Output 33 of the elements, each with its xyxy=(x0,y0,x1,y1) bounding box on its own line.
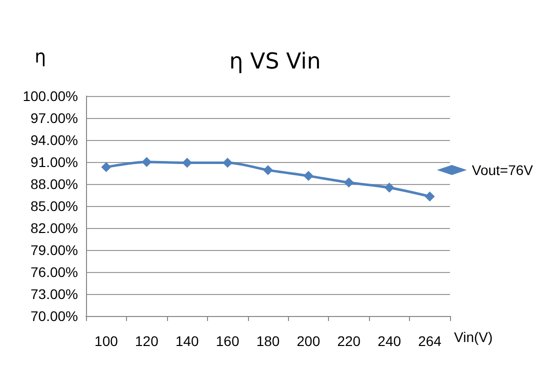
point xyxy=(344,178,354,188)
x-tick-label: 140 xyxy=(175,333,200,349)
point xyxy=(424,191,435,202)
y-tick-label: 76.00% xyxy=(30,264,78,280)
point xyxy=(182,158,192,168)
y-tick-label: 94.00% xyxy=(30,132,78,148)
x-tick-label: 264 xyxy=(418,333,442,349)
point xyxy=(303,170,314,181)
chart-title: η VS Vin xyxy=(229,50,321,74)
y-tick-label: 88.00% xyxy=(30,176,78,192)
x-tick-label: 200 xyxy=(296,333,320,349)
y-tick-label: 82.00% xyxy=(30,220,78,236)
point xyxy=(263,165,273,176)
x-tick-label: 220 xyxy=(337,333,361,349)
point xyxy=(142,157,152,167)
y-tick-label: 97.00% xyxy=(30,110,78,126)
y-tick-label: 73.00% xyxy=(30,286,78,302)
y-tick-label: 85.00% xyxy=(30,198,78,214)
y-tick-label: 70.00% xyxy=(30,308,78,324)
x-tick-label: 160 xyxy=(216,333,240,349)
y-tick-label: 91.00% xyxy=(30,154,78,170)
x-axis-title: Vin(V) xyxy=(454,329,493,345)
point xyxy=(101,162,112,172)
point xyxy=(222,158,233,168)
point xyxy=(384,182,394,193)
x-tick-label: 240 xyxy=(378,333,402,349)
x-tick-label: 120 xyxy=(134,333,159,349)
y-axis-title: η xyxy=(34,46,46,68)
y-tick-label: 79.00% xyxy=(30,242,78,258)
y-tick-label: 100.00% xyxy=(22,88,78,104)
legend-label: Vout=76V xyxy=(472,162,534,178)
x-tick-label: 100 xyxy=(94,333,118,349)
x-tick-label: 180 xyxy=(256,333,280,349)
